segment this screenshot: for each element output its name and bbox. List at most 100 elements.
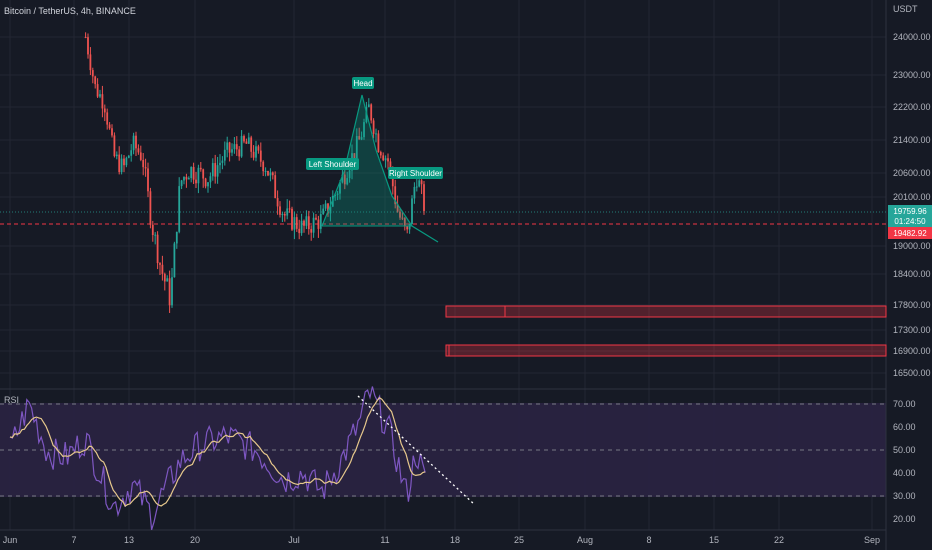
candle-body [286, 208, 289, 216]
candle-body [399, 211, 401, 218]
current-price-tag: 19759.96 01:24:50 [888, 205, 932, 227]
candle-body [159, 263, 161, 265]
candle-body [101, 94, 104, 109]
candle-body [238, 149, 241, 157]
price-tick-label: 20100.00 [893, 192, 931, 202]
label-head[interactable]: Head [352, 77, 374, 89]
candle-body [370, 104, 373, 121]
rsi-levels [0, 403, 886, 497]
candle-body [293, 217, 296, 230]
candle-body [166, 278, 169, 282]
candle-body [233, 144, 236, 150]
candle-body [91, 70, 94, 77]
candle-body [245, 141, 248, 144]
candle-body [204, 178, 207, 187]
price-tick-label: 20600.00 [893, 168, 931, 178]
candle-body [190, 167, 193, 179]
candle-body [149, 191, 152, 225]
label-head-text: Head [353, 79, 372, 88]
time-tick-label: 22 [774, 535, 784, 545]
candle-body [329, 206, 332, 214]
candle-body [223, 149, 226, 161]
price-tick-label: 21400.00 [893, 135, 931, 145]
rsi-trendline[interactable] [357, 395, 476, 506]
candle-body [394, 186, 397, 205]
rsi-tick-label: 20.00 [893, 514, 916, 524]
candle-body [310, 229, 313, 233]
rsi-tick-label: 30.00 [893, 491, 916, 501]
candle-body [269, 172, 272, 176]
candle-body [255, 146, 257, 158]
candle-body [375, 133, 377, 135]
candle-body [120, 158, 123, 173]
candle-body [84, 37, 87, 38]
time-tick-label: 15 [709, 535, 719, 545]
candle-body [115, 154, 118, 157]
candle-body [103, 108, 106, 113]
candle-body [96, 84, 99, 97]
candle-body [252, 151, 255, 158]
candle-body [219, 162, 221, 166]
time-tick-label: 13 [124, 535, 134, 545]
candle-body [334, 194, 337, 197]
candle-body [336, 193, 339, 195]
candle-body [267, 170, 269, 176]
rsi-label: RSI [4, 395, 19, 405]
candle-body [389, 161, 392, 169]
supply-zone-upper[interactable] [445, 305, 887, 318]
candle-body [211, 163, 214, 177]
candle-body [130, 150, 133, 156]
candle-body [240, 136, 243, 157]
label-right-shoulder-text: Right Shoulder [389, 169, 442, 178]
candle-body [346, 178, 349, 185]
candle-body [358, 136, 361, 140]
candle-body [348, 170, 351, 179]
price-tick-label: 16900.00 [893, 346, 931, 356]
candle-body [271, 172, 274, 176]
candle-body [279, 206, 281, 215]
candle-body [243, 136, 245, 142]
candle-body [151, 224, 154, 236]
time-tick-label: 25 [514, 535, 524, 545]
candle-body [281, 213, 284, 215]
candle-body [262, 161, 265, 172]
candle-body [317, 219, 320, 229]
candle-body [303, 220, 305, 226]
candle-body [99, 94, 101, 97]
label-left-shoulder[interactable]: Left Shoulder [306, 158, 359, 170]
price-axis[interactable]: 24000.00 23000.00 22200.00 21400.00 20600.00… [893, 32, 931, 378]
candle-body [291, 208, 293, 230]
rsi-tick-label: 60.00 [893, 422, 916, 432]
candle-body [139, 152, 142, 160]
alert-price-tag: 19482.92 [888, 227, 932, 239]
price-tick-label: 16500.00 [893, 368, 931, 378]
candle-body [197, 167, 200, 184]
time-tick-label: 7 [71, 535, 76, 545]
candle-body [377, 133, 380, 153]
candle-body [384, 158, 387, 161]
time-tick-label: 8 [646, 535, 651, 545]
candle-body [327, 203, 329, 214]
time-tick-label: 11 [380, 535, 389, 545]
candle-body [408, 224, 411, 230]
candle-body [156, 234, 159, 264]
candle-body [247, 137, 250, 144]
rsi-tick-label: 70.00 [893, 399, 916, 409]
candle-body [89, 54, 92, 71]
candle-body [108, 124, 111, 129]
hs-pattern-fill [322, 95, 412, 226]
candle-body [171, 277, 173, 306]
candle-body [132, 135, 135, 151]
rsi-axis[interactable]: 70.00 60.00 50.00 40.00 30.00 20.00 [893, 399, 916, 524]
candle-body [168, 278, 171, 306]
rsi-tick-label: 40.00 [893, 468, 916, 478]
time-tick-label: Aug [577, 535, 593, 545]
supply-zone-lower[interactable] [445, 344, 887, 357]
label-right-shoulder[interactable]: Right Shoulder [388, 167, 443, 179]
candle-body [137, 148, 140, 153]
candle-body [216, 165, 219, 177]
candle-body [183, 176, 185, 181]
time-axis[interactable]: Jun 7 13 20 Jul 11 18 25 Aug 8 15 22 Sep [3, 535, 880, 545]
candle-body [180, 180, 183, 187]
